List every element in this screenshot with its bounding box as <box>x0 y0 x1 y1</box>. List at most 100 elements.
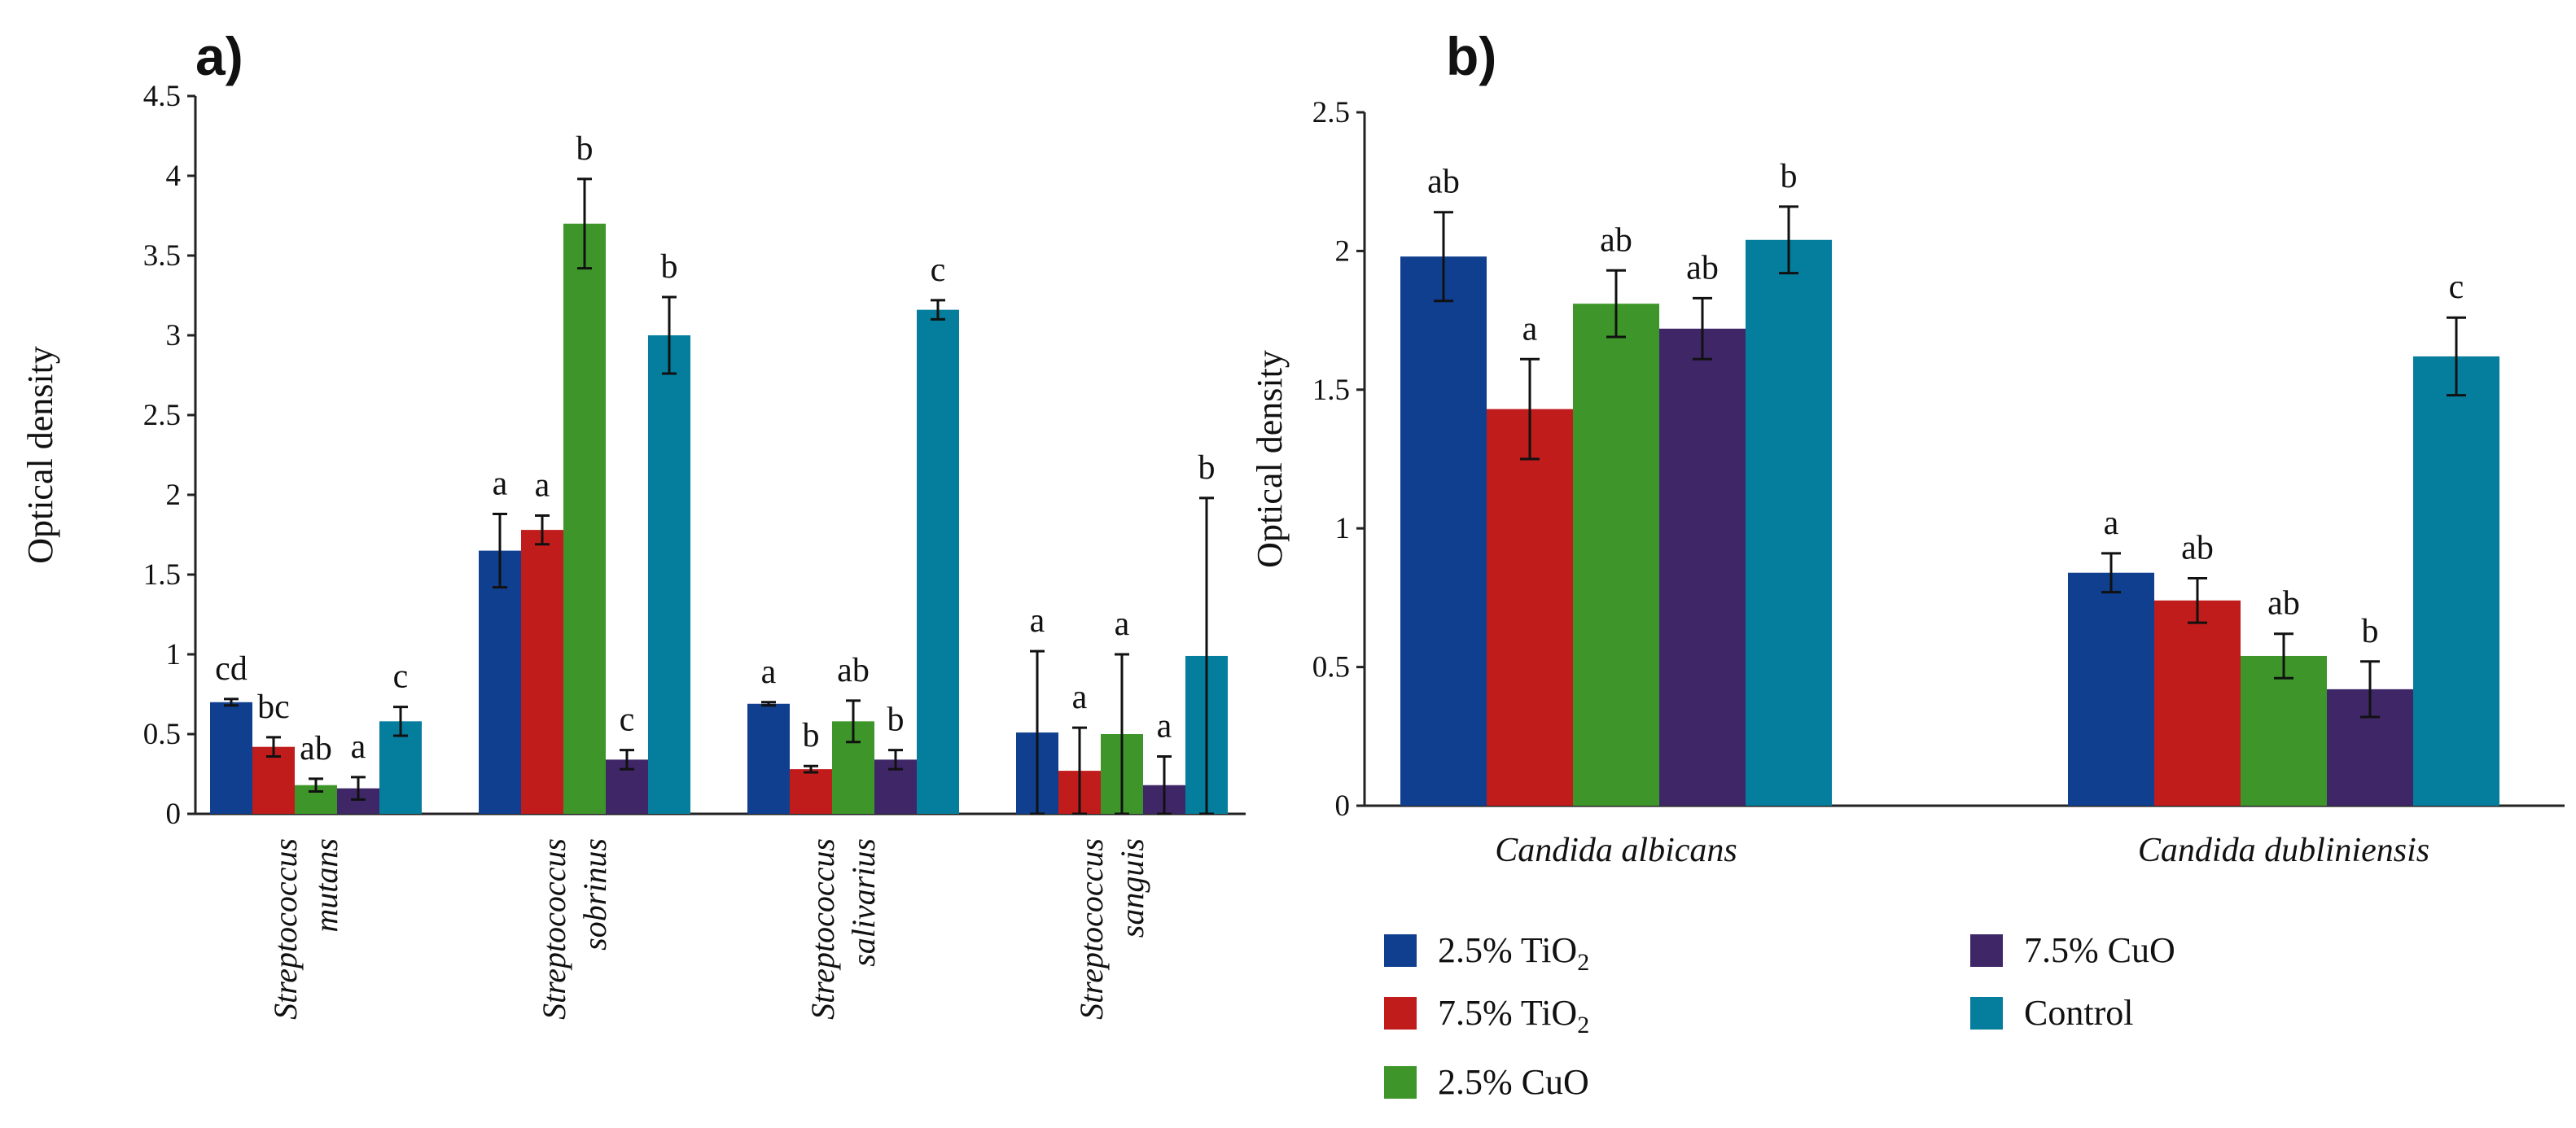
category-label: Candida dubliniensis <box>2138 832 2429 869</box>
category-label: Streptococcus mutans <box>267 838 344 1020</box>
panel-label: b) <box>1446 26 1496 86</box>
legend-label: Control <box>2024 993 2133 1033</box>
y-tick-label: 1 <box>1335 512 1351 545</box>
bar <box>747 703 790 814</box>
y-tick-label: 2 <box>166 479 182 512</box>
significance-letter: a <box>1157 707 1172 745</box>
category-label: Candida albicans <box>1495 832 1737 869</box>
category-label: Streptococcus sanguis <box>1073 838 1150 1020</box>
significance-letter: ab <box>837 652 870 689</box>
panel-label: a) <box>195 26 243 86</box>
y-tick-label: 1 <box>166 638 182 671</box>
significance-letter: ab <box>1600 221 1632 259</box>
bar <box>210 702 252 814</box>
bar <box>917 309 959 814</box>
legend-label-text: 7.5% CuO <box>2024 930 2175 970</box>
significance-letter: cd <box>215 650 248 688</box>
y-tick-label: 1.5 <box>143 558 181 592</box>
significance-letter: ab <box>2267 585 2300 623</box>
significance-letter: ab <box>1686 249 1719 286</box>
significance-letter: a <box>761 654 777 691</box>
y-tick-label: 4 <box>166 160 182 193</box>
bar <box>1659 328 1746 807</box>
category-label-line: sobrinus <box>576 838 613 951</box>
category-label-line: Streptococcus <box>267 838 304 1020</box>
y-tick-label: 2 <box>1335 234 1351 268</box>
legend-label-text: 7.5% TiO <box>1438 993 1577 1033</box>
significance-letter: a <box>1030 602 1045 640</box>
significance-letter: ab <box>300 730 332 767</box>
legend-label: 2.5% TiO2 <box>1438 930 1589 976</box>
significance-letter: b <box>1198 449 1216 487</box>
y-tick-label: 4.5 <box>143 80 181 113</box>
y-tick-label: 0.5 <box>143 718 181 751</box>
legend-swatch <box>1970 934 2003 967</box>
significance-letter: a <box>1115 606 1130 643</box>
legend-swatch <box>1384 997 1417 1030</box>
bar <box>563 223 606 814</box>
legend-swatch <box>1384 934 1417 967</box>
significance-letter: a <box>2104 505 2119 542</box>
significance-letter: bc <box>257 689 290 726</box>
significance-letter: b <box>2362 613 2379 650</box>
y-tick-label: 0 <box>166 798 182 831</box>
panel-b-chart: b) Optical density 0 0.5 1 1.5 2 2.5 ab a a ab ab ab a… <box>1250 26 2565 869</box>
significance-letter: a <box>1072 679 1088 716</box>
significance-letter: b <box>887 702 905 739</box>
category-label-line: mutans <box>308 838 344 933</box>
y-tick-label: 0 <box>1335 789 1351 823</box>
bar <box>1746 239 1832 806</box>
bar <box>2154 600 2241 806</box>
legend-label-text: 2.5% CuO <box>1438 1062 1589 1102</box>
significance-letter: a <box>493 466 508 503</box>
category-label-line: sanguis <box>1114 838 1150 938</box>
legend-swatch <box>1384 1066 1417 1099</box>
legend-label-subscript: 2 <box>1577 1012 1589 1038</box>
bar <box>790 769 832 814</box>
y-tick-label: 1.5 <box>1312 374 1350 407</box>
category-label-line: Streptococcus <box>1073 838 1110 1020</box>
legend-label-subscript: 2 <box>1577 949 1589 976</box>
bar <box>252 746 295 814</box>
significance-letter: c <box>620 702 635 739</box>
bar <box>2068 572 2154 806</box>
bar <box>648 335 690 814</box>
category-label-line: salivarius <box>845 838 882 967</box>
significance-letter: b <box>803 717 820 754</box>
panel-a-chart: a) Optical density 0 0.5 1 1.5 2 2.5 3 3.5 4 4.5 cd a… <box>20 26 1246 1020</box>
category-label-line: Streptococcus <box>536 838 572 1020</box>
y-axis-label: Optical density <box>20 346 60 564</box>
legend-label-text: 2.5% TiO <box>1438 930 1577 970</box>
significance-letter: c <box>2449 269 2464 306</box>
bar <box>1573 304 1659 807</box>
bar <box>2413 356 2499 806</box>
legend-swatch <box>1970 997 2003 1030</box>
category-label-line: Streptococcus <box>804 838 841 1020</box>
significance-letter: b <box>576 130 594 168</box>
bar <box>1487 409 1573 806</box>
legend-label: 2.5% CuO <box>1438 1062 1589 1102</box>
legend-label: 7.5% TiO2 <box>1438 993 1589 1038</box>
y-tick-label: 3.5 <box>143 239 181 273</box>
y-tick-label: 2.5 <box>1312 96 1350 129</box>
bar <box>2241 655 2327 806</box>
significance-letter: c <box>931 251 946 289</box>
y-tick-label: 0.5 <box>1312 651 1350 684</box>
significance-letter: a <box>1522 310 1538 348</box>
significance-letter: c <box>393 658 409 696</box>
category-label: Streptococcus sobrinus <box>536 838 613 1020</box>
y-axis-label: Optical density <box>1250 350 1290 568</box>
legend-label-text: Control <box>2024 993 2133 1033</box>
y-tick-label: 3 <box>166 319 182 352</box>
significance-letter: ab <box>1427 164 1460 201</box>
bar <box>521 530 563 814</box>
significance-letter: b <box>1781 158 1798 195</box>
bar <box>479 550 521 814</box>
y-tick-label: 2.5 <box>143 399 181 432</box>
significance-letter: b <box>661 248 678 286</box>
significance-letter: a <box>535 466 550 504</box>
category-label: Streptococcus salivarius <box>804 838 882 1020</box>
legend-label: 7.5% CuO <box>2024 930 2175 970</box>
